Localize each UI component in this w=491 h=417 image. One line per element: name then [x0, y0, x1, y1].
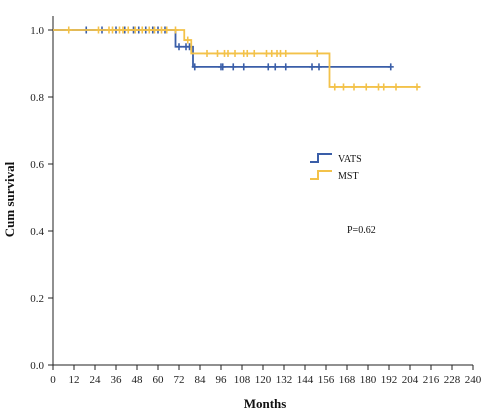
x-tick-label: 120 [255, 374, 272, 386]
y-tick-label: 0.8 [30, 92, 44, 104]
p-value-annotation: P=0.62 [347, 225, 376, 236]
legend-vats-label: VATS [338, 154, 362, 165]
x-tick-label: 24 [90, 374, 102, 386]
x-tick-label: 60 [153, 374, 165, 386]
series-vats [53, 26, 394, 71]
legend-mst-swatch [310, 170, 332, 180]
y-tick-label: 0.2 [30, 293, 44, 305]
legend: VATS MST [310, 153, 362, 182]
y-tick-label: 0.4 [30, 226, 44, 238]
x-tick-label: 84 [195, 374, 207, 386]
x-tick-label: 168 [339, 374, 356, 386]
x-tick-label: 108 [234, 374, 251, 386]
y-tick-label: 0.0 [30, 360, 44, 372]
x-tick-label: 36 [111, 374, 123, 386]
x-tick-label: 192 [381, 374, 398, 386]
x-tick-label: 0 [50, 374, 56, 386]
x-axis-title: Months [244, 396, 287, 411]
plot-area [53, 26, 421, 91]
x-tick-label: 240 [465, 374, 482, 386]
y-tick-label: 1.0 [30, 25, 44, 37]
x-tick-label: 48 [132, 374, 144, 386]
x-tick-label: 72 [174, 374, 185, 386]
x-tick-label: 132 [276, 374, 293, 386]
x-tick-label: 180 [360, 374, 377, 386]
x-tick-label: 96 [216, 374, 228, 386]
y-axis-title: Cum survival [2, 161, 17, 237]
x-tick-label: 216 [423, 374, 440, 386]
x-tick-label: 204 [402, 374, 419, 386]
x-tick-label: 12 [69, 374, 80, 386]
survival-curve-mst [53, 29, 421, 88]
x-tick-label: 144 [297, 374, 314, 386]
legend-mst-label: MST [338, 171, 359, 182]
x-tick-label: 156 [318, 374, 335, 386]
legend-vats-swatch [310, 153, 332, 163]
axes: 0.0 0.2 0.4 0.6 0.8 1.0 0 12 24 36 48 60 72 84 96 108 12… [30, 16, 482, 386]
x-tick-label: 228 [444, 374, 461, 386]
series-mst [53, 26, 421, 91]
y-tick-label: 0.6 [30, 159, 44, 171]
survival-curve-vats [53, 29, 391, 68]
